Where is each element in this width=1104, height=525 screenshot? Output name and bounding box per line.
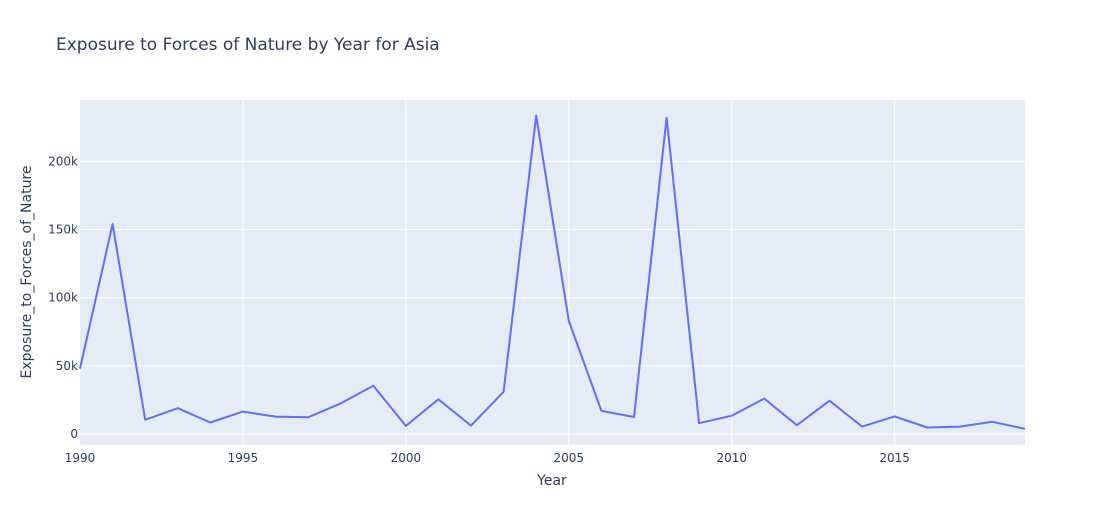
x-tick-label: 2000 xyxy=(391,451,422,465)
y-tick-label: 0 xyxy=(70,427,78,441)
x-tick-label: 2010 xyxy=(716,451,747,465)
chart-title: Exposure to Forces of Nature by Year for… xyxy=(56,35,440,55)
series-layer xyxy=(79,114,1026,430)
x-axis-title: Year xyxy=(536,473,567,489)
y-tick-label: 200k xyxy=(48,154,78,168)
plot-area xyxy=(80,100,1025,445)
y-tick-label: 50k xyxy=(56,359,78,373)
series-line xyxy=(79,114,1026,430)
x-tick-label: 1995 xyxy=(228,451,259,465)
y-tick-label: 100k xyxy=(48,291,78,305)
x-tick-label: 1990 xyxy=(65,451,96,465)
y-axis-title: Exposure_to_Forces_of_Nature xyxy=(19,165,35,378)
x-tick-label: 2005 xyxy=(554,451,585,465)
x-tick-label: 2015 xyxy=(879,451,910,465)
y-tick-label: 150k xyxy=(48,223,78,237)
grid-lines xyxy=(80,100,1025,445)
tick-labels: 1990 1995 2000 2005 2010 2015 0 50k 100k 150k 200k xyxy=(48,154,910,465)
